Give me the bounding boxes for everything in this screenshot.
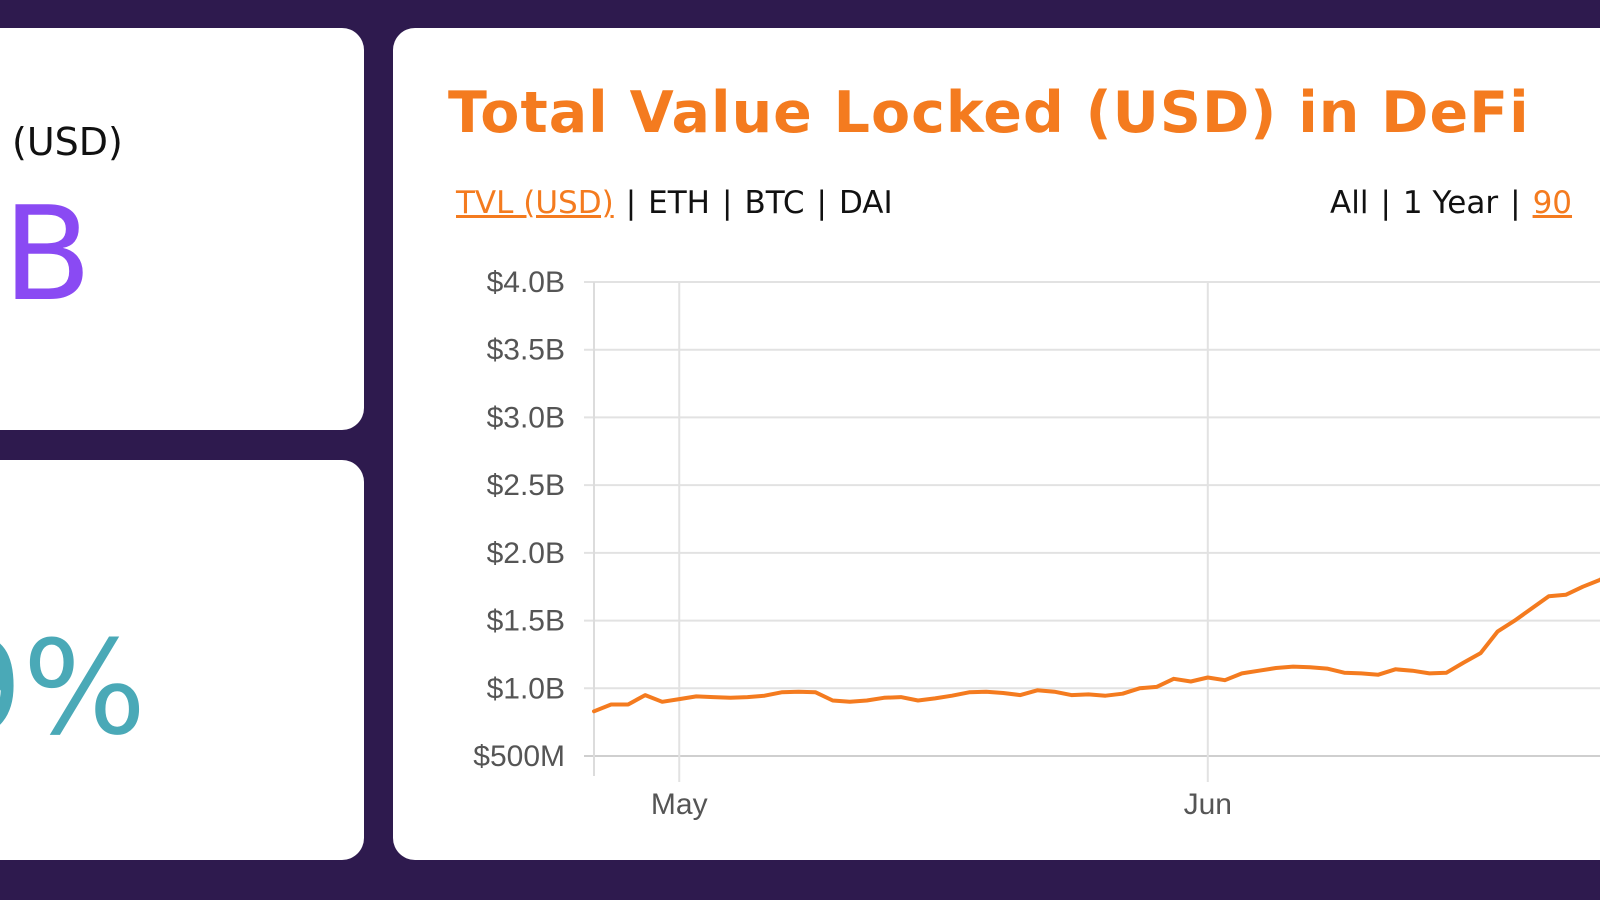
toggle-dai[interactable]: DAI (838, 185, 893, 221)
toggle-tvl-usd[interactable]: TVL (USD) (456, 185, 614, 221)
range-toggle-group: All | 1 Year | 90 (1330, 185, 1572, 221)
y-tick-label: $1.0B (487, 672, 565, 705)
range-90-days[interactable]: 90 (1532, 185, 1573, 221)
y-tick-label: $4.0B (487, 266, 565, 299)
x-tick-label: Jun (1184, 788, 1232, 821)
toggle-btc[interactable]: BTC (744, 185, 805, 221)
separator: | (1380, 185, 1391, 221)
range-all[interactable]: All (1330, 185, 1369, 221)
stat-card-tvl: (USD) (0, 28, 364, 430)
separator: | (625, 185, 637, 221)
x-tick-label: May (651, 788, 708, 821)
y-tick-label: $3.0B (487, 401, 565, 434)
series-toggle-group: TVL (USD) | ETH | BTC | DAI (456, 185, 893, 221)
y-tick-label: $2.0B (487, 537, 565, 570)
separator: | (816, 185, 827, 221)
y-tick-label: $1.5B (487, 605, 565, 638)
tvl-series-line (592, 577, 1600, 714)
y-tick-label: $2.5B (487, 469, 565, 502)
chart-card: Total Value Locked (USD) in DeFi TVL (US… (393, 28, 1600, 860)
chart-title: Total Value Locked (USD) in DeFi (448, 80, 1530, 146)
separator: | (722, 185, 733, 221)
stat-label-tvl: (USD) (12, 120, 123, 164)
toggle-eth[interactable]: ETH (648, 185, 710, 221)
y-tick-label: $3.5B (487, 334, 565, 367)
range-1-year[interactable]: 1 Year (1402, 185, 1499, 221)
stat-value-dominance: 9% (0, 612, 147, 764)
separator: | (1510, 185, 1521, 221)
stat-card-dominance (0, 460, 364, 860)
stat-value-tvl: 4B (0, 178, 92, 330)
tvl-line-chart: $4.0B $3.5B $3.0B $2.5B $2.0B $1.5B $1.0B $500M… (473, 266, 1600, 821)
y-tick-label: $500M (473, 740, 565, 773)
